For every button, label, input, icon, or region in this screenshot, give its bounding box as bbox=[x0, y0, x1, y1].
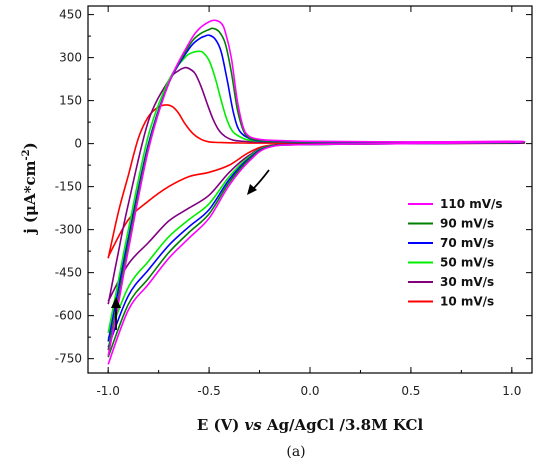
y-tick-label: -750 bbox=[55, 352, 82, 366]
legend-label: 30 mV/s bbox=[440, 275, 494, 289]
x-tick-label: -0.5 bbox=[197, 384, 220, 398]
legend-label: 50 mV/s bbox=[440, 256, 494, 270]
x-tick-label: 0.0 bbox=[300, 384, 319, 398]
legend-label: 110 mV/s bbox=[440, 197, 503, 211]
series-line-0 bbox=[107, 19, 526, 365]
legend-label: 70 mV/s bbox=[440, 236, 494, 250]
y-tick-label: 0 bbox=[74, 137, 82, 151]
x-tick-label: 0.5 bbox=[401, 384, 420, 398]
arrow-up-head-icon bbox=[111, 297, 121, 308]
arrow-curved-icon bbox=[251, 169, 270, 191]
y-tick-label: -450 bbox=[55, 266, 82, 280]
x-axis-title: E (V) vs Ag/AgCl /3.8M KCl bbox=[197, 416, 424, 434]
legend: 110 mV/s 90 mV/s 70 mV/s 50 mV/s 30 mV/s 10 m… bbox=[408, 197, 503, 309]
series-curves bbox=[107, 19, 526, 365]
arrow-curved-head-icon bbox=[247, 184, 257, 195]
x-tick-label: -1.0 bbox=[96, 384, 119, 398]
y-tick-label: 150 bbox=[59, 94, 82, 108]
axes: -1.0 -0.5 0.0 0.5 1.0 450 300 150 0 -150 -300 -450 -… bbox=[55, 5, 533, 398]
legend-label: 90 mV/s bbox=[440, 217, 494, 231]
legend-label: 10 mV/s bbox=[440, 295, 494, 309]
y-tick-label: -600 bbox=[55, 309, 82, 323]
scan-arrows bbox=[111, 169, 270, 330]
y-axis-title: j (μA*cm-2) bbox=[21, 142, 39, 235]
plot-frame bbox=[87, 5, 533, 374]
y-tick-label: -150 bbox=[55, 180, 82, 194]
y-tick-label: 450 bbox=[59, 8, 82, 22]
y-tick-label: -300 bbox=[55, 223, 82, 237]
x-tick-label: 1.0 bbox=[502, 384, 521, 398]
figure-caption: (a) bbox=[286, 444, 305, 460]
y-tick-label: 300 bbox=[59, 51, 82, 65]
